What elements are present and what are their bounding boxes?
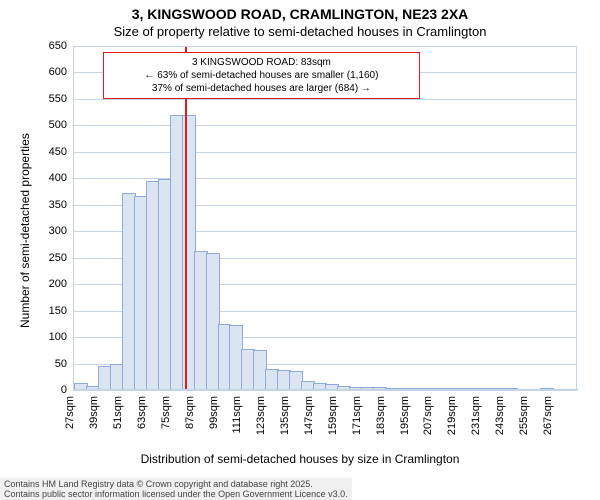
x-tick-label: 219sqm: [446, 396, 458, 435]
plot-inner: 0501001502002503003504004505005506006502…: [73, 46, 577, 390]
annotation-box: 3 KINGSWOOD ROAD: 83sqm ← 63% of semi-det…: [103, 52, 419, 99]
grid-line: [73, 125, 577, 126]
copyright-line-2: Contains public sector information licen…: [4, 489, 348, 499]
grid-line: [73, 390, 577, 391]
y-tick-label: 200: [49, 278, 73, 290]
grid-line: [73, 152, 577, 153]
y-tick-label: 300: [49, 225, 73, 237]
x-tick-label: 243sqm: [494, 396, 506, 435]
y-tick-label: 400: [49, 172, 73, 184]
x-tick-label: 267sqm: [542, 396, 554, 435]
chart-container: { "title": {"text":"3, KINGSWOOD ROAD, C…: [0, 0, 600, 500]
x-tick-label: 123sqm: [255, 396, 267, 435]
y-tick-label: 600: [49, 66, 73, 78]
x-tick-label: 75sqm: [160, 396, 172, 429]
y-tick-label: 350: [49, 199, 73, 211]
grid-line: [73, 46, 577, 47]
x-tick-label: 147sqm: [303, 396, 315, 435]
y-tick-label: 450: [49, 146, 73, 158]
x-tick-label: 231sqm: [470, 396, 482, 435]
x-tick-label: 63sqm: [136, 396, 148, 429]
annotation-line-1: 3 KINGSWOOD ROAD: 83sqm: [192, 57, 331, 68]
y-tick-label: 250: [49, 252, 73, 264]
annotation-line-2: ← 63% of semi-detached houses are smalle…: [144, 70, 378, 81]
y-tick-label: 50: [55, 358, 73, 370]
y-axis-label: Number of semi-detached properties: [18, 133, 32, 328]
x-tick-label: 207sqm: [422, 396, 434, 435]
y-tick-label: 650: [49, 40, 73, 52]
y-tick-label: 550: [49, 93, 73, 105]
x-tick-label: 171sqm: [351, 396, 363, 435]
x-tick-label: 135sqm: [279, 396, 291, 435]
x-tick-label: 111sqm: [231, 396, 243, 434]
chart-subtitle: Size of property relative to semi-detach…: [0, 24, 600, 39]
plot-area: 0501001502002503003504004505005506006502…: [73, 46, 577, 390]
chart-title: 3, KINGSWOOD ROAD, CRAMLINGTON, NE23 2XA: [0, 6, 600, 22]
copyright-notice: Contains HM Land Registry data © Crown c…: [0, 478, 352, 500]
y-tick-label: 500: [49, 119, 73, 131]
x-tick-label: 27sqm: [64, 396, 76, 429]
x-tick-label: 51sqm: [112, 396, 124, 429]
y-tick-label: 100: [49, 331, 73, 343]
y-tick-label: 0: [61, 384, 73, 396]
x-tick-label: 159sqm: [327, 396, 339, 435]
x-tick-label: 255sqm: [518, 396, 530, 435]
x-tick-label: 39sqm: [88, 396, 100, 429]
x-tick-label: 99sqm: [208, 396, 220, 429]
annotation-line-3: 37% of semi-detached houses are larger (…: [152, 83, 371, 94]
x-axis-label: Distribution of semi-detached houses by …: [0, 452, 600, 466]
copyright-line-1: Contains HM Land Registry data © Crown c…: [4, 479, 313, 489]
histogram-bar: [564, 389, 578, 390]
grid-line: [73, 99, 577, 100]
x-tick-label: 195sqm: [399, 396, 411, 435]
x-tick-label: 87sqm: [184, 396, 196, 429]
x-tick-label: 183sqm: [375, 396, 387, 435]
grid-line: [73, 178, 577, 179]
y-tick-label: 150: [49, 305, 73, 317]
